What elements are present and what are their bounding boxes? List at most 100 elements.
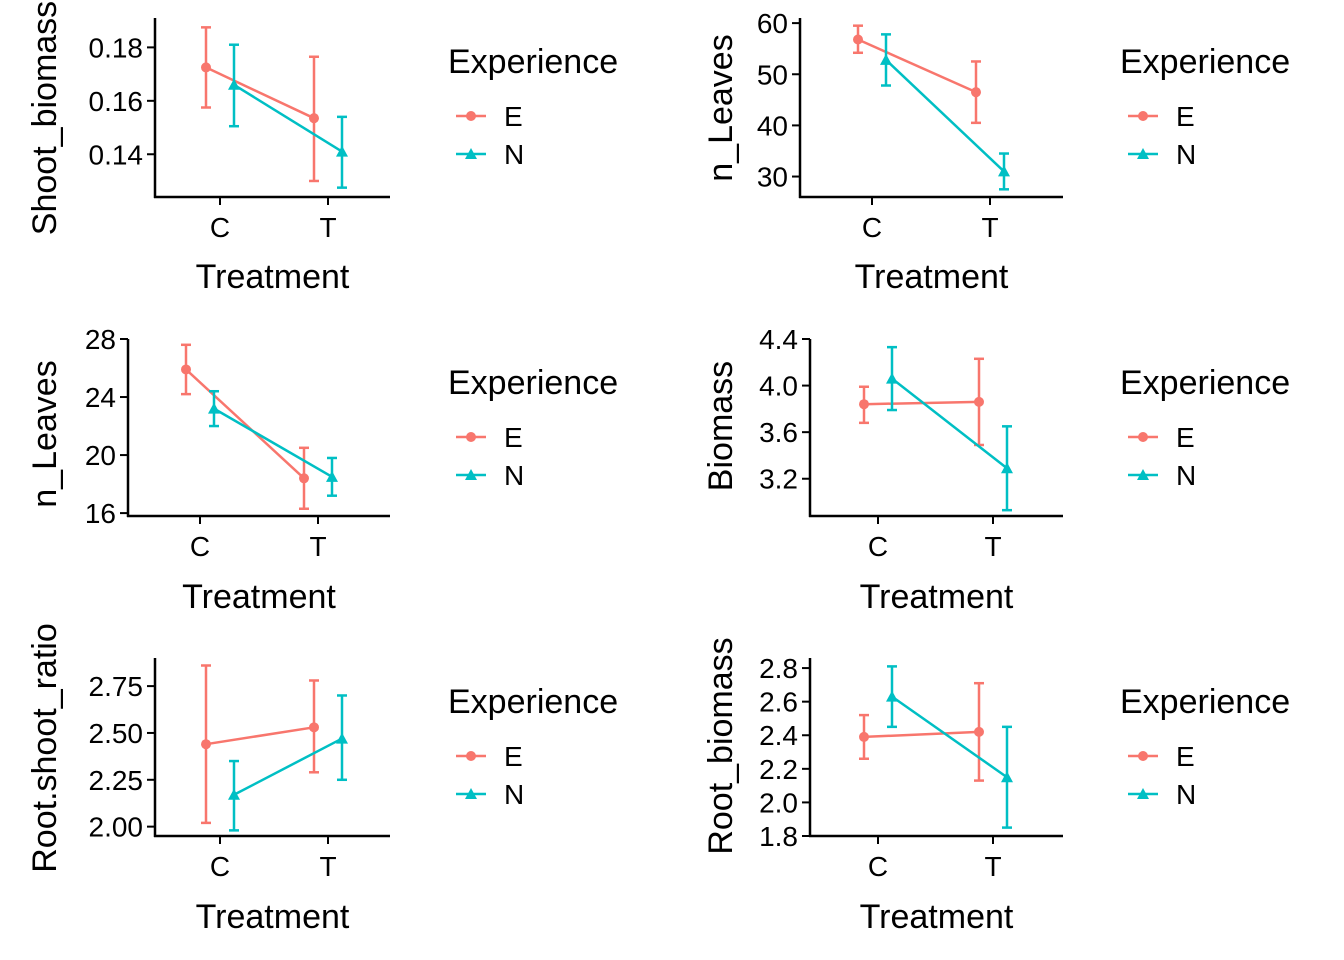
- chart-panel-6: 1.82.02.22.42.62.8 C T Treatment Root_biomas…: [702, 637, 1290, 936]
- legend-key-point: [1137, 148, 1149, 159]
- x-axis-title: Treatment: [860, 898, 1014, 936]
- chart-panel-5: 2.00 2.25 2.50 2.75 C T Treatment Root.shoot_ra…: [26, 623, 618, 936]
- legend-key-point: [465, 469, 477, 480]
- data-point: [974, 396, 984, 407]
- series-N: [228, 694, 348, 832]
- series-line: [205, 726, 315, 746]
- series-line: [185, 368, 305, 480]
- legend-label: N: [1176, 779, 1196, 810]
- y-axis-title: Root.shoot_ratio: [26, 623, 64, 873]
- data-point: [998, 165, 1010, 177]
- x-axis-title: Treatment: [196, 898, 350, 936]
- legend-label: N: [504, 460, 524, 491]
- y-tick-label: 2.25: [89, 765, 144, 796]
- legend-key-point: [1137, 469, 1149, 480]
- chart-panel-4: 3.2 3.6 4.0 4.4 C T Treatment Biomass Experience…: [702, 324, 1290, 616]
- series-N: [208, 389, 338, 497]
- data-point: [201, 739, 211, 750]
- y-tick-label: 2.00: [89, 812, 144, 843]
- data-point: [309, 722, 319, 733]
- y-tick-label: 4.0: [759, 371, 798, 402]
- legend-title: Experience: [1120, 683, 1290, 721]
- y-tick-label: 2.0: [759, 787, 798, 818]
- series-E: [859, 681, 984, 782]
- y-tick-label: 0.16: [89, 86, 144, 117]
- series-E: [181, 343, 309, 510]
- data-point: [886, 372, 898, 384]
- legend: Experience EN: [448, 43, 618, 170]
- legend-label: E: [504, 101, 523, 132]
- legend-label: N: [504, 139, 524, 170]
- data-point: [336, 145, 348, 157]
- legend-key-point: [466, 111, 476, 121]
- series-line: [205, 66, 315, 120]
- legend: Experience EN: [1120, 683, 1290, 810]
- data-point: [859, 731, 869, 742]
- legend: Experience EN: [1120, 43, 1290, 170]
- legend: Experience EN: [448, 683, 618, 810]
- legend-label: E: [1176, 741, 1195, 772]
- x-tick-label: T: [984, 851, 1001, 882]
- chart-panel-1: 0.14 0.16 0.18 C T Treatment Shoot_biomass Expe…: [26, 1, 618, 296]
- data-point: [201, 62, 211, 73]
- data-point: [228, 78, 240, 90]
- y-tick-label: 2.8: [759, 653, 798, 684]
- legend: Experience EN: [1120, 364, 1290, 491]
- data-point: [299, 473, 309, 484]
- data-point: [1001, 462, 1013, 474]
- x-axis-title: Treatment: [855, 258, 1009, 296]
- y-tick-label: 24: [85, 382, 116, 413]
- legend-title: Experience: [1120, 364, 1290, 402]
- y-tick-label: 2.50: [89, 718, 144, 749]
- x-tick-label: T: [984, 531, 1001, 562]
- y-tick-label: 2.75: [89, 671, 144, 702]
- legend-label: E: [504, 422, 523, 453]
- legend-label: E: [1176, 101, 1195, 132]
- x-tick-label: C: [868, 851, 888, 882]
- data-point: [880, 53, 892, 65]
- legend-label: E: [1176, 422, 1195, 453]
- y-tick-label: 4.4: [759, 324, 798, 355]
- y-tick-label: 1.8: [759, 821, 798, 852]
- legend-key-point: [1138, 751, 1148, 761]
- data-point: [974, 726, 984, 737]
- y-axis-title: n_Leaves: [702, 34, 740, 181]
- legend-title: Experience: [448, 683, 618, 721]
- legend-label: N: [504, 779, 524, 810]
- y-tick-label: 3.2: [759, 464, 798, 495]
- y-axis-title: Root_biomass: [702, 637, 740, 854]
- series-N: [880, 33, 1010, 191]
- y-tick-label: 50: [757, 59, 788, 90]
- series-N: [228, 43, 348, 189]
- legend-key-point: [1138, 111, 1148, 121]
- y-tick-label: 0.18: [89, 32, 144, 63]
- legend-key-point: [1138, 432, 1148, 442]
- legend-key-point: [465, 788, 477, 799]
- y-tick-label: 40: [757, 110, 788, 141]
- legend-title: Experience: [448, 364, 618, 402]
- data-point: [208, 402, 220, 414]
- data-point: [228, 788, 240, 800]
- x-tick-label: C: [868, 531, 888, 562]
- x-axis-title: Treatment: [182, 578, 336, 616]
- y-tick-label: 30: [757, 162, 788, 193]
- x-axis-title: Treatment: [196, 258, 350, 296]
- y-axis-title: Shoot_biomass: [26, 1, 64, 235]
- data-point: [336, 732, 348, 744]
- y-tick-label: 0.14: [89, 139, 144, 170]
- y-axis-title: Biomass: [702, 361, 740, 491]
- legend-key-point: [1137, 788, 1149, 799]
- x-axis-title: Treatment: [860, 578, 1014, 616]
- data-point: [853, 34, 863, 45]
- y-tick-label: 2.6: [759, 687, 798, 718]
- y-tick-label: 28: [85, 324, 116, 355]
- data-point: [1001, 771, 1013, 783]
- data-point: [181, 364, 191, 375]
- series-line: [233, 83, 343, 153]
- series-line: [891, 377, 1008, 470]
- y-tick-label: 3.6: [759, 417, 798, 448]
- series-N: [886, 345, 1013, 512]
- legend-label: N: [1176, 139, 1196, 170]
- x-tick-label: T: [319, 212, 336, 243]
